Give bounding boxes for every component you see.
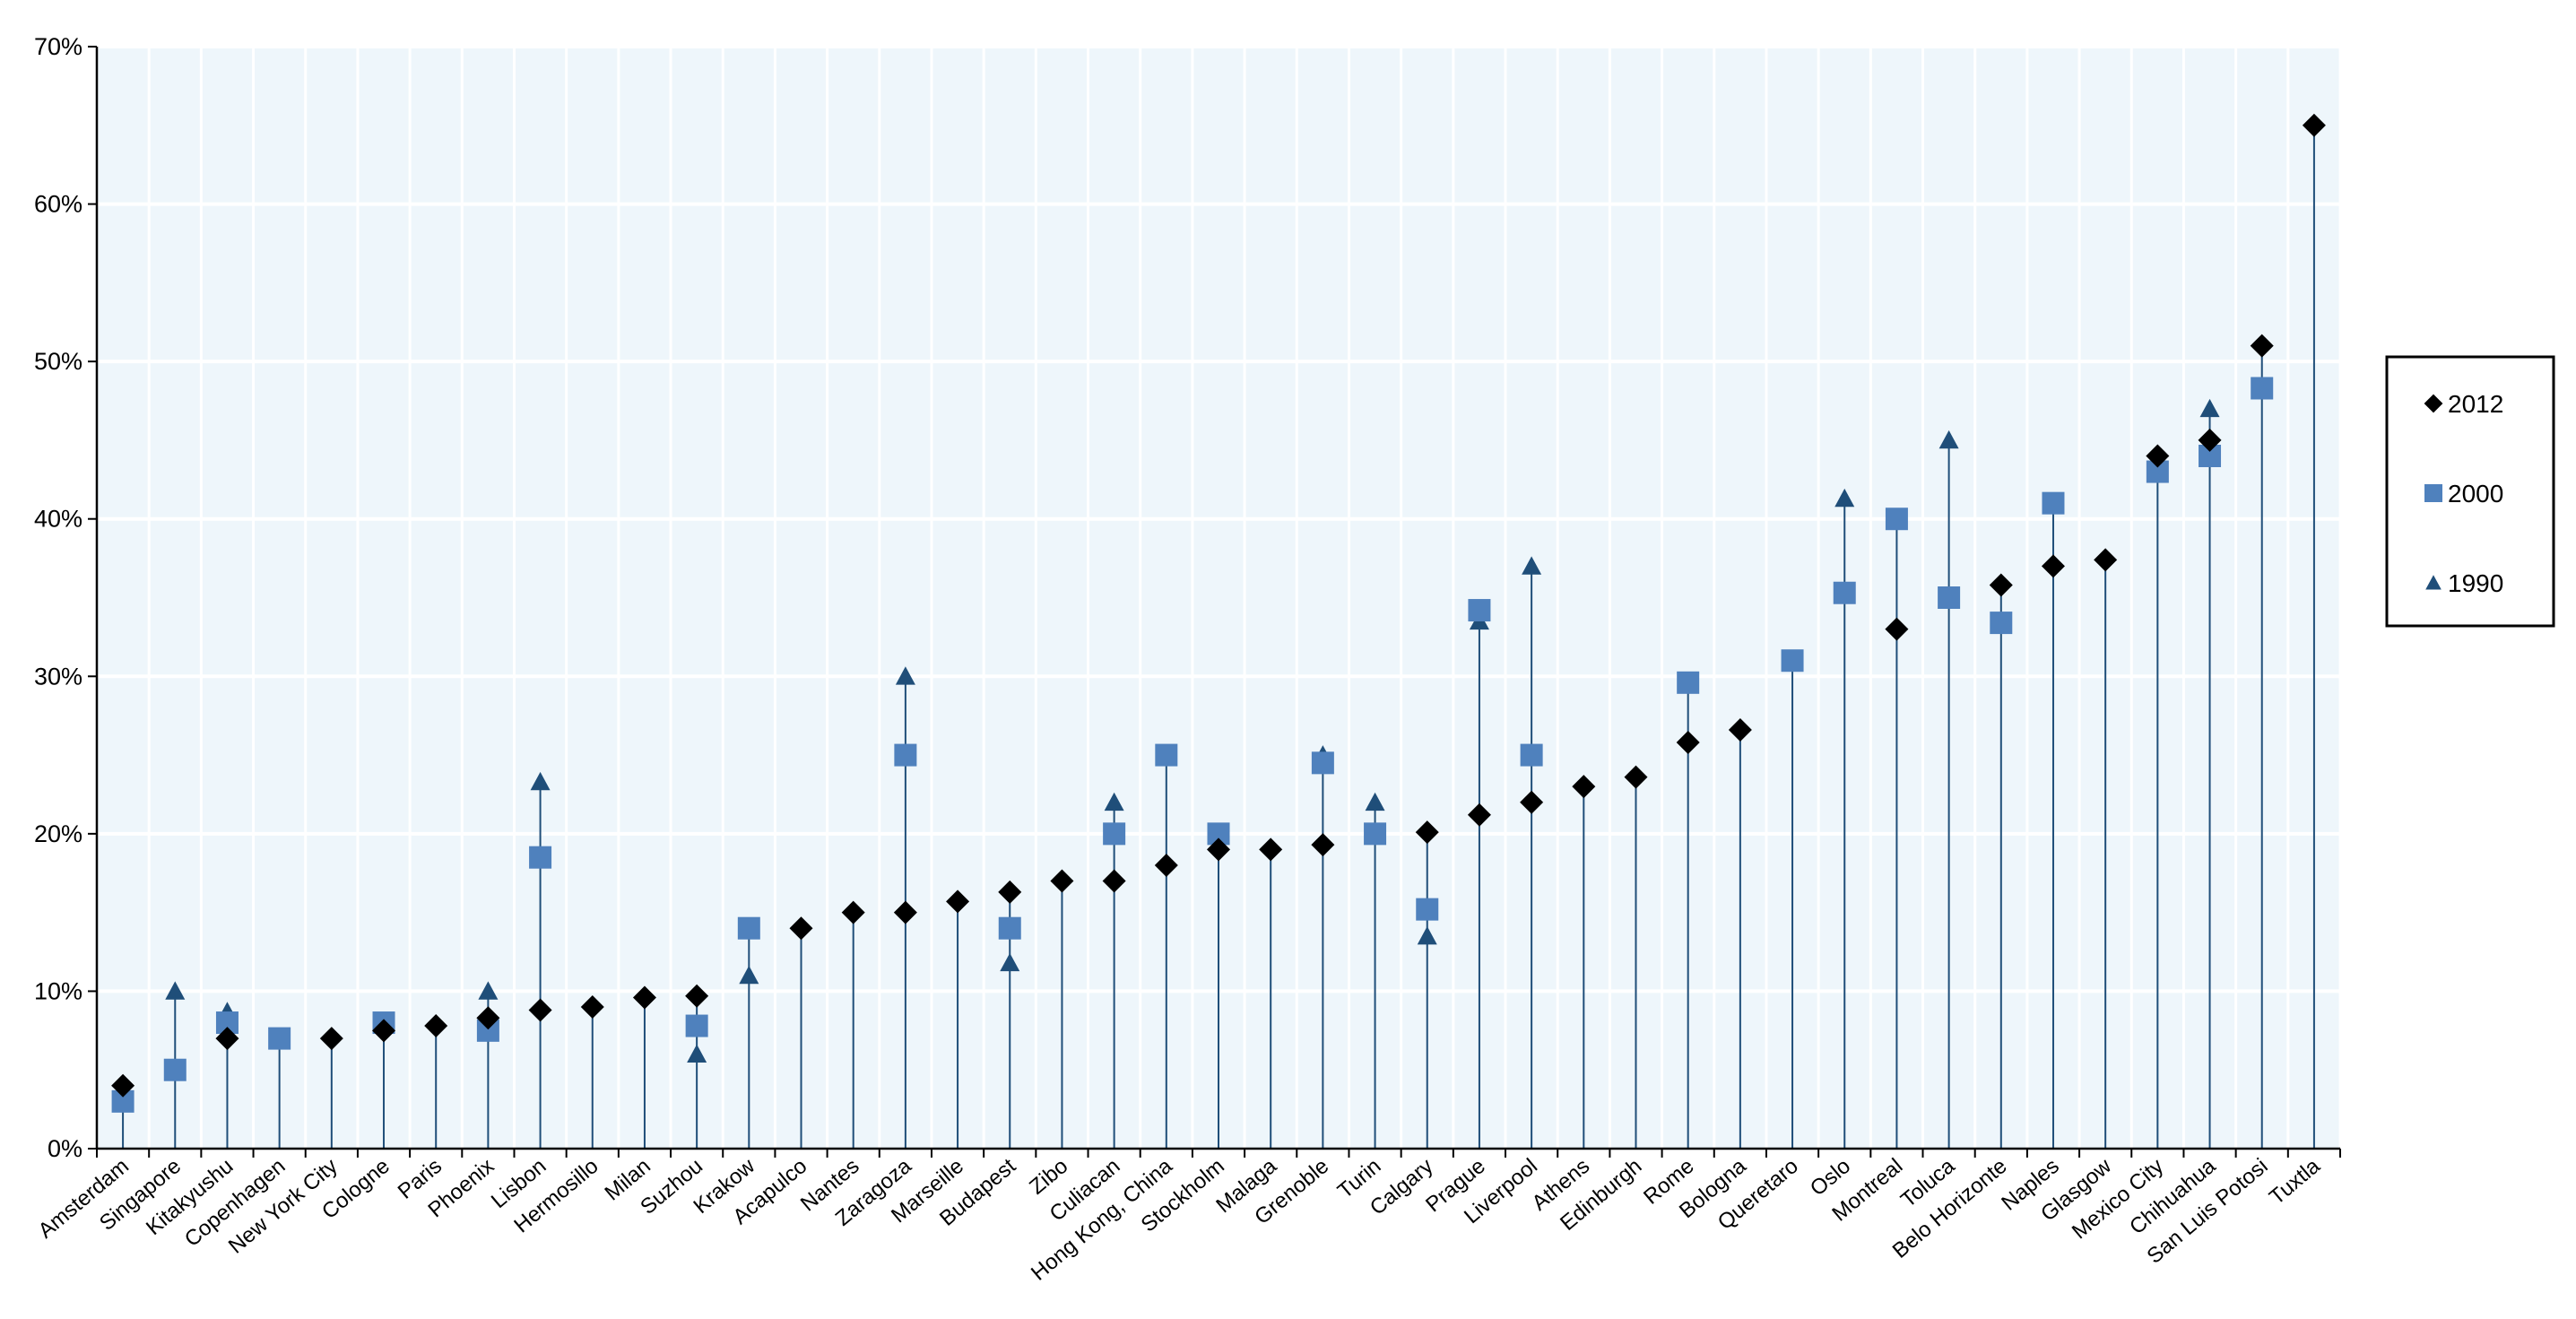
marker-1990 — [1522, 556, 1542, 575]
marker-2012 — [372, 1019, 396, 1043]
marker-1990 — [165, 981, 186, 1000]
marker-2012 — [1572, 775, 1596, 799]
marker-2000 — [894, 743, 917, 767]
marker-2012 — [1989, 573, 2013, 597]
y-tick-label: 70% — [34, 33, 82, 60]
marker-1990 — [739, 965, 759, 985]
x-category-label: Tuxtla — [2265, 1153, 2325, 1210]
marker-2000 — [1938, 586, 1961, 609]
marker-1990 — [2199, 398, 2220, 418]
y-tick-label: 10% — [34, 977, 82, 1004]
marker-2012 — [111, 1073, 135, 1098]
marker-2012 — [1154, 853, 1178, 877]
marker-2000 — [1364, 822, 1387, 846]
y-tick-label: 50% — [34, 348, 82, 375]
marker-2012 — [1520, 790, 1544, 814]
marker-2012 — [319, 1027, 343, 1051]
legend-label-2000: 2000 — [2448, 480, 2503, 508]
marker-1990 — [530, 771, 551, 791]
marker-2000 — [1677, 671, 1700, 694]
marker-2012 — [789, 916, 813, 941]
marker-2000 — [1990, 612, 2013, 635]
marker-2012 — [1259, 837, 1283, 862]
marker-2012 — [580, 994, 604, 1019]
legend-box — [2385, 355, 2555, 628]
marker-2000 — [1885, 508, 1908, 531]
marker-2000 — [1781, 649, 1804, 673]
marker-1990 — [1000, 952, 1020, 972]
marker-1990 — [1834, 488, 1855, 508]
marker-2012 — [841, 900, 865, 924]
marker-2012 — [476, 1006, 500, 1030]
marker-2012 — [2146, 444, 2170, 468]
marker-2012 — [1676, 731, 1700, 755]
marker-1990 — [1365, 792, 1385, 811]
marker-2012 — [2250, 334, 2274, 358]
marker-2000 — [998, 916, 1021, 940]
marker-2012 — [1728, 717, 1752, 742]
legend-label-1990: 1990 — [2448, 569, 2503, 597]
marker-1990 — [895, 666, 915, 685]
y-tick-label: 0% — [48, 1135, 82, 1162]
marker-1990 — [687, 1044, 707, 1063]
marker-1990 — [1417, 925, 1437, 945]
marker-2000 — [1468, 599, 1491, 622]
legend-marker-2000 — [2424, 484, 2442, 502]
marker-2000 — [529, 846, 552, 869]
y-tick-label: 60% — [34, 191, 82, 218]
marker-2012 — [893, 900, 917, 924]
marker-2012 — [632, 985, 656, 1010]
marker-2012 — [1207, 837, 1230, 862]
marker-2000 — [685, 1014, 708, 1037]
marker-2012 — [1415, 820, 1439, 845]
marker-2012 — [1885, 617, 1909, 641]
marker-2000 — [1416, 898, 1439, 921]
legend-marker-1990 — [2425, 575, 2442, 590]
marker-1990 — [1939, 430, 1959, 449]
marker-2012 — [2302, 113, 2326, 137]
marker-2012 — [1050, 869, 1074, 893]
legend-marker-2012 — [2424, 394, 2443, 413]
marker-2012 — [215, 1027, 239, 1051]
marker-2012 — [2198, 428, 2222, 452]
y-tick-label: 40% — [34, 506, 82, 533]
marker-2012 — [2041, 554, 2065, 578]
marker-2012 — [998, 880, 1022, 904]
y-tick-label: 20% — [34, 820, 82, 847]
marker-2012 — [2094, 548, 2118, 572]
marker-2012 — [946, 889, 970, 914]
marker-2000 — [1520, 743, 1543, 767]
marker-2000 — [737, 916, 760, 940]
marker-2000 — [1311, 751, 1334, 775]
marker-2012 — [685, 984, 709, 1008]
marker-2000 — [268, 1027, 291, 1050]
marker-1990 — [478, 981, 499, 1000]
legend-label-2012: 2012 — [2448, 390, 2503, 418]
marker-2000 — [1155, 743, 1178, 767]
marker-2000 — [163, 1058, 186, 1081]
y-tick-label: 30% — [34, 663, 82, 690]
marker-2012 — [424, 1014, 448, 1038]
marker-2012 — [1311, 833, 1335, 857]
marker-2000 — [2042, 491, 2065, 515]
marker-2012 — [1102, 869, 1126, 893]
marker-2012 — [528, 998, 552, 1022]
marker-1990 — [1104, 792, 1124, 811]
marker-2012 — [1467, 803, 1491, 827]
marker-2012 — [1624, 765, 1648, 789]
marker-2000 — [2251, 377, 2274, 400]
marker-2000 — [1103, 822, 1126, 846]
marker-2000 — [1833, 581, 1856, 604]
